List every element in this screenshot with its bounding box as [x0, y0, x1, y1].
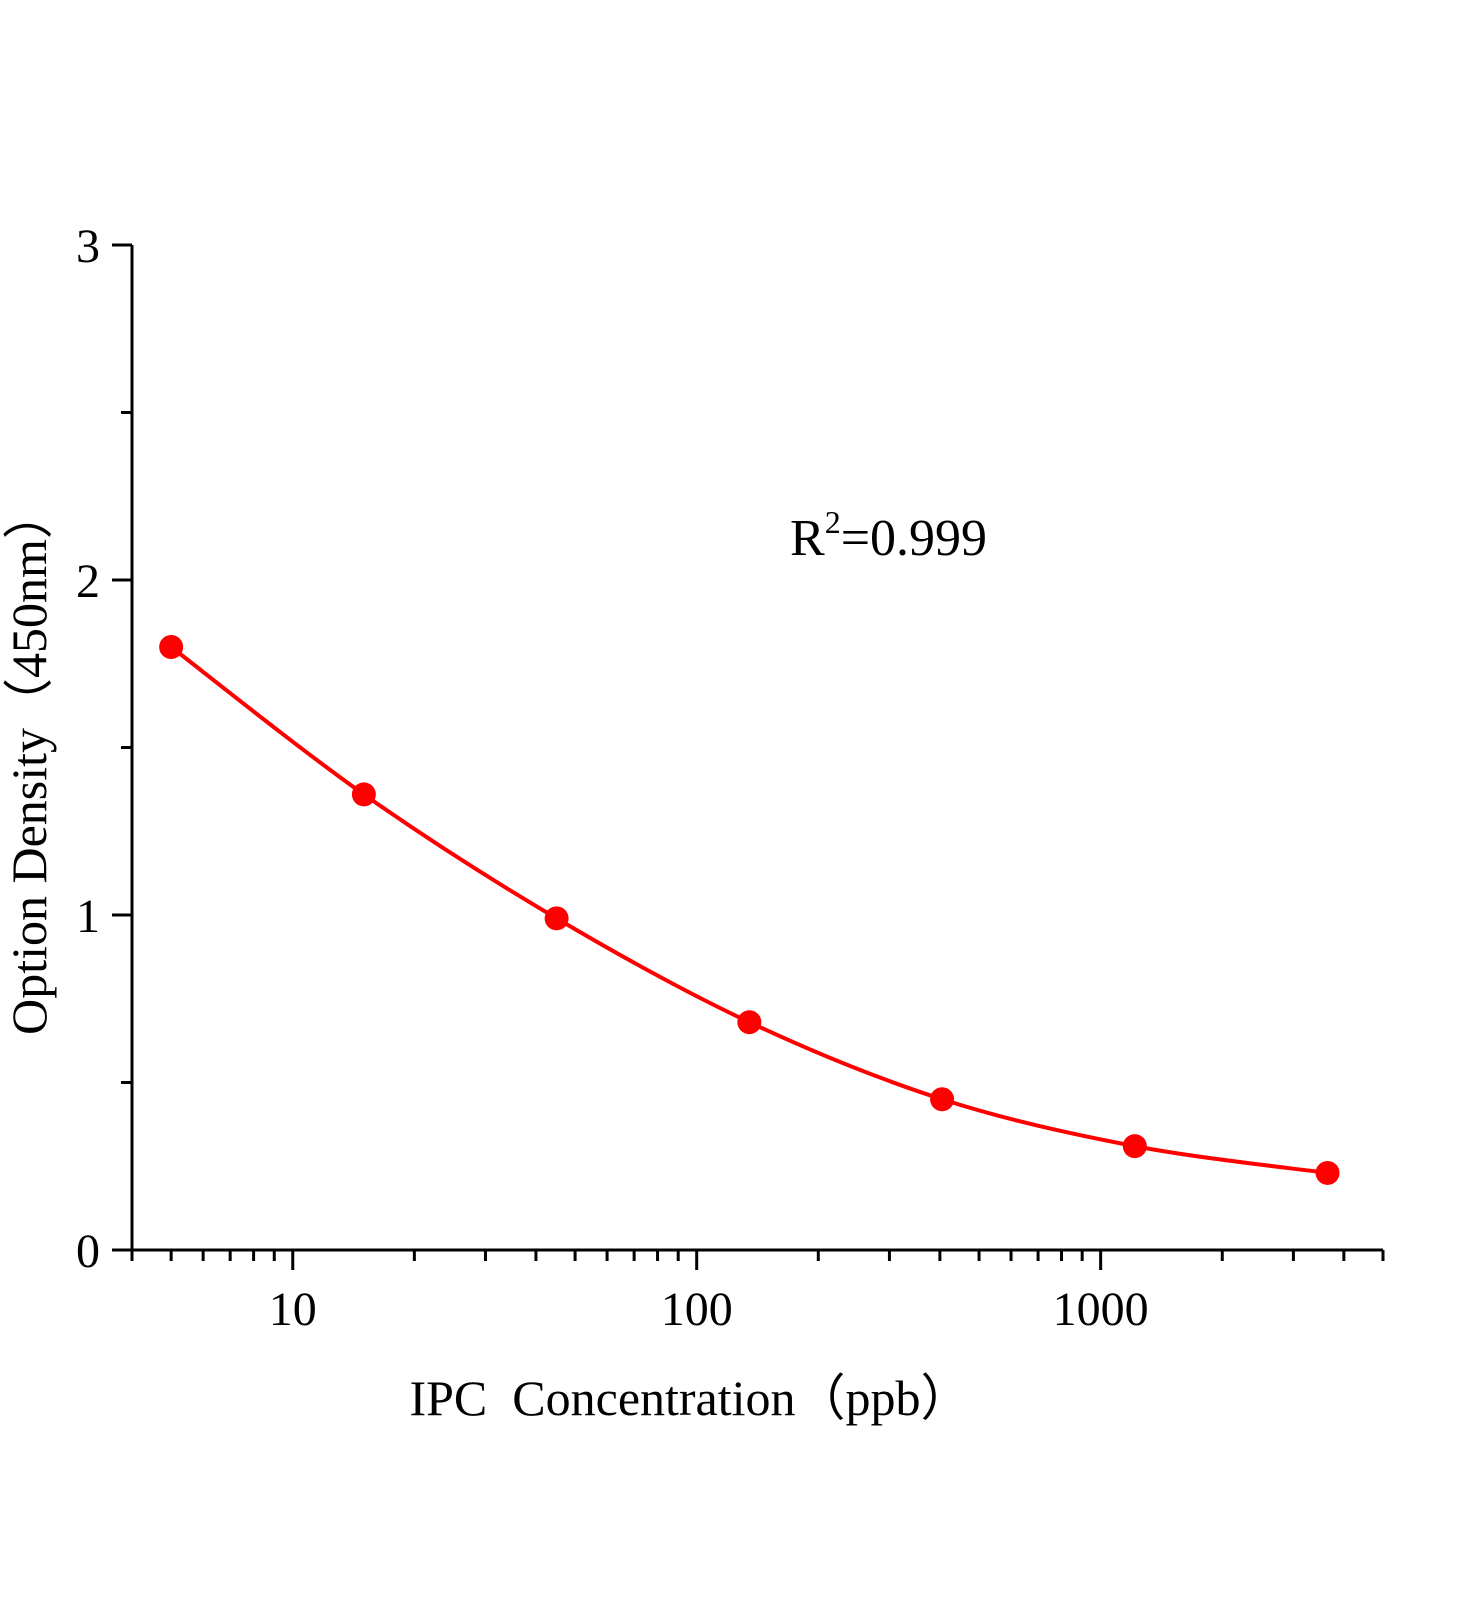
- x-tick-label: 1000: [1053, 1283, 1149, 1336]
- data-point: [159, 635, 184, 659]
- data-points: [159, 635, 1340, 1185]
- y-tick-label: 2: [76, 555, 100, 608]
- axes: [130, 245, 1383, 1252]
- y-tick-label: 1: [76, 890, 100, 943]
- y-tick-label: 3: [76, 220, 100, 273]
- data-point: [544, 906, 569, 931]
- data-point: [737, 1010, 762, 1035]
- data-point: [1315, 1160, 1340, 1185]
- x-axis-label: IPC Concentration（ppb）: [409, 1370, 970, 1426]
- annotation-sup: 2: [825, 504, 841, 540]
- x-tick-label: 10: [269, 1283, 317, 1336]
- r-squared-annotation: R2=0.999: [790, 504, 987, 567]
- fit-curve: [169, 645, 1328, 1175]
- data-point: [930, 1087, 955, 1112]
- x-tick-label: 100: [661, 1283, 733, 1336]
- y-axis-label: Option Density（450nm）: [1, 489, 57, 1035]
- annotation-base: R: [790, 510, 825, 567]
- data-point: [351, 782, 376, 807]
- data-point: [1122, 1134, 1147, 1159]
- ticks: 0 1 2 3 10 100 1000: [76, 220, 1385, 1336]
- annotation-rest: =0.999: [841, 510, 987, 567]
- y-tick-label: 0: [76, 1225, 100, 1278]
